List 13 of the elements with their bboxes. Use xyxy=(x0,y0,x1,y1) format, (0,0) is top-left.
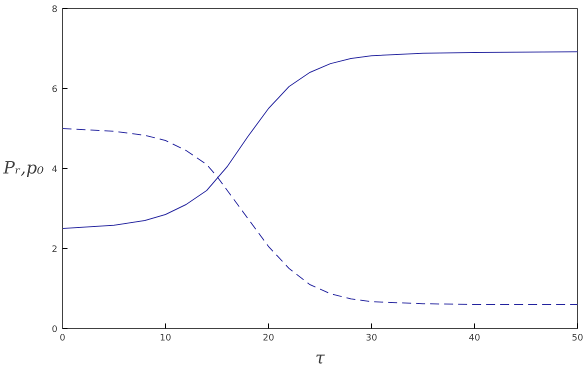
y-tick-label: 0 xyxy=(52,325,58,335)
y-tick-label: 8 xyxy=(52,5,58,15)
y-tick-label: 2 xyxy=(52,245,58,255)
y-axis-title: Pᵣ,p₀ xyxy=(2,158,44,178)
y-tick-label: 6 xyxy=(52,85,58,95)
x-tick-label: 10 xyxy=(160,334,172,344)
x-tick-label: 50 xyxy=(572,334,584,344)
x-tick-label: 40 xyxy=(468,334,480,344)
x-axis-title: τ xyxy=(315,348,326,368)
x-tick-label: 20 xyxy=(262,334,274,344)
x-tick-label: 30 xyxy=(366,334,378,344)
y-tick-label: 4 xyxy=(52,165,58,175)
x-tick-label: 0 xyxy=(60,334,66,344)
